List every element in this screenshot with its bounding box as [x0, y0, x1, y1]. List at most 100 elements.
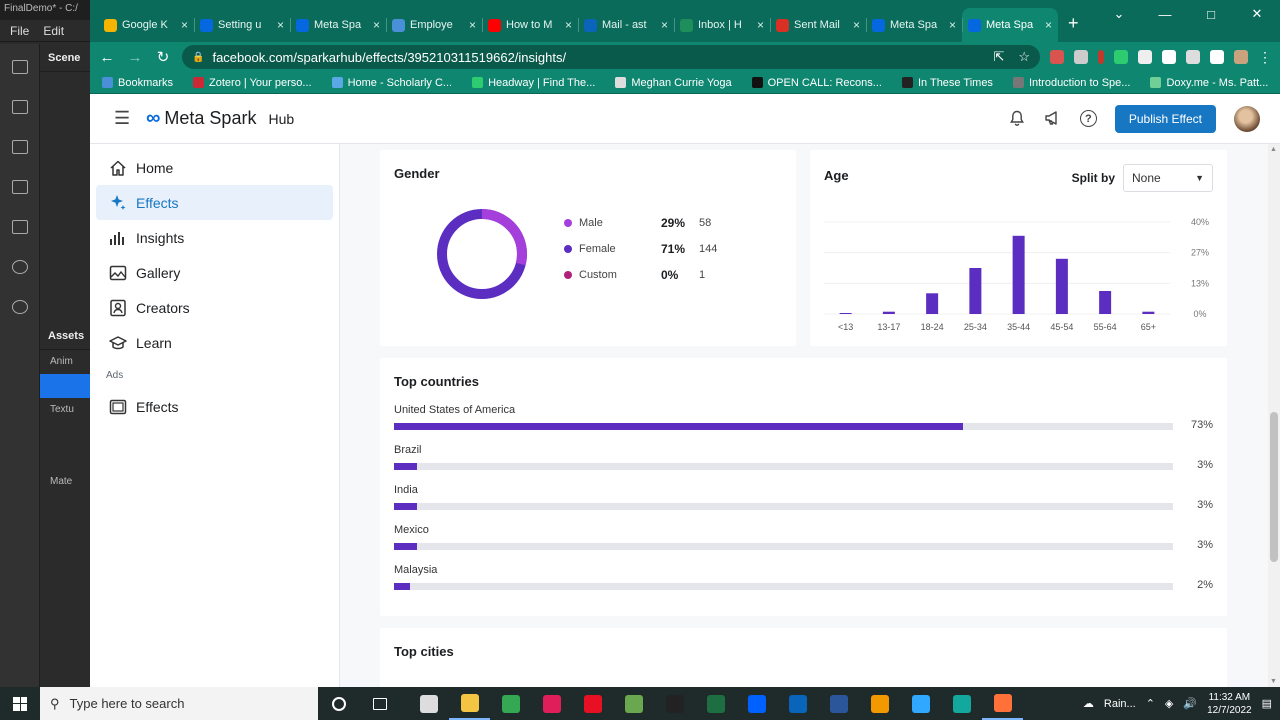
pause-icon[interactable]: [11, 140, 28, 154]
taskbar-app-icon[interactable]: [736, 687, 777, 720]
close-icon[interactable]: ✕: [1251, 6, 1263, 21]
bg-menu-edit[interactable]: Edit: [43, 24, 65, 38]
star-icon[interactable]: ☆: [1018, 49, 1030, 64]
bell-icon[interactable]: [1008, 110, 1026, 128]
lock-icon[interactable]: 🔒: [192, 51, 205, 63]
taskbar-app-icon[interactable]: [572, 687, 613, 720]
browser-tab[interactable]: Employe ×: [386, 8, 482, 42]
start-button[interactable]: [0, 696, 40, 711]
bookmark-item[interactable]: Doxy.me - Ms. Patt...: [1150, 77, 1268, 89]
bookmark-item[interactable]: Headway | Find The...: [472, 77, 595, 89]
browser-tab[interactable]: Setting u ×: [194, 8, 290, 42]
browser-tab[interactable]: How to M ×: [482, 8, 578, 42]
browser-tab[interactable]: Mail - ast ×: [578, 8, 674, 42]
browser-tab[interactable]: Google K ×: [98, 8, 194, 42]
taskbar-app-icon[interactable]: [777, 687, 818, 720]
tab-close-icon[interactable]: ×: [468, 18, 476, 32]
browser-tab[interactable]: Meta Spa ×: [962, 8, 1058, 42]
sidenav-item-effects[interactable]: Effects: [96, 185, 333, 220]
sidenav-item-insights[interactable]: Insights: [96, 220, 333, 255]
taskbar-app-icon[interactable]: [531, 687, 572, 720]
bookmark-item[interactable]: OPEN CALL: Recons...: [751, 77, 882, 89]
camera-extension-icon[interactable]: [1074, 50, 1088, 64]
sidenav-item-creators[interactable]: Creators: [96, 290, 333, 325]
sidenav-item-learn[interactable]: Learn: [96, 325, 333, 360]
play-icon[interactable]: [11, 180, 28, 194]
taskbar-app-icon[interactable]: [818, 687, 859, 720]
scroll-up-arrow-icon[interactable]: ▲: [1270, 146, 1277, 153]
url-text[interactable]: facebook.com/sparkarhub/effects/39521031…: [212, 49, 567, 65]
tab-close-icon[interactable]: ×: [276, 18, 284, 32]
sidenav-item-home[interactable]: Home: [96, 150, 333, 185]
browser-tab[interactable]: Inbox | H ×: [674, 8, 770, 42]
bookmark-item[interactable]: Bookmarks: [102, 77, 173, 89]
clock[interactable]: 11:32 AM 12/7/2022: [1207, 691, 1252, 717]
extension-icon[interactable]: [1138, 50, 1152, 64]
taskbar-app-icon[interactable]: [408, 687, 449, 720]
browser-tab[interactable]: Meta Spa ×: [290, 8, 386, 42]
browser-tab[interactable]: Sent Mail ×: [770, 8, 866, 42]
layout-icon[interactable]: [11, 60, 28, 74]
tab-close-icon[interactable]: ×: [564, 18, 572, 32]
share-icon[interactable]: ⇱: [993, 49, 1005, 64]
extension-icon[interactable]: [1098, 50, 1104, 64]
tab-close-icon[interactable]: ×: [660, 18, 668, 32]
taskbar-app-icon[interactable]: [613, 687, 654, 720]
taskbar-app-icon[interactable]: [859, 687, 900, 720]
tab-close-icon[interactable]: ×: [180, 18, 188, 32]
new-tab-plus-icon[interactable]: +: [1068, 13, 1079, 33]
bookmark-item[interactable]: Home - Scholarly C...: [331, 77, 452, 89]
extension-icon[interactable]: [1050, 50, 1064, 64]
weather-text[interactable]: Rain...: [1103, 697, 1136, 710]
kebab-menu-icon[interactable]: ⋮: [1258, 49, 1272, 65]
forward-arrow-icon[interactable]: →: [127, 48, 143, 66]
square-icon[interactable]: [11, 220, 28, 234]
page-scrollbar[interactable]: ▲ ▼: [1268, 144, 1280, 687]
split-by-select[interactable]: None ▼: [1123, 164, 1213, 192]
puzzle-icon[interactable]: [1162, 50, 1176, 64]
reload-icon[interactable]: ↻: [156, 49, 170, 66]
extension-icon[interactable]: [1114, 50, 1128, 64]
url-field[interactable]: 🔒 facebook.com/sparkarhub/effects/395210…: [182, 45, 1040, 69]
taskbar-search[interactable]: ⚲ Type here to search: [40, 687, 318, 720]
bookmark-item[interactable]: Zotero | Your perso...: [193, 77, 312, 89]
taskbar-app-icon[interactable]: [900, 687, 941, 720]
bookmark-item[interactable]: In These Times: [901, 77, 993, 89]
asset-row[interactable]: Textu: [50, 404, 74, 415]
user-avatar[interactable]: [1234, 105, 1260, 132]
asset-row[interactable]: Anim: [50, 356, 73, 367]
sidenav-item-gallery[interactable]: Gallery: [96, 255, 333, 290]
tab-close-icon[interactable]: ×: [948, 18, 956, 32]
browser-tab[interactable]: Meta Spa ×: [866, 8, 962, 42]
scroll-down-arrow-icon[interactable]: ▼: [1270, 678, 1277, 685]
sidebar-icon[interactable]: [1210, 50, 1224, 64]
maximize-icon[interactable]: □: [1207, 6, 1215, 22]
taskbar-app-icon[interactable]: [654, 687, 695, 720]
back-arrow-icon[interactable]: ←: [99, 48, 115, 66]
cortana-icon[interactable]: [318, 687, 359, 720]
megaphone-icon[interactable]: [1044, 110, 1062, 128]
scrollbar-thumb[interactable]: [1270, 412, 1278, 562]
sidenav-item-ads-effects[interactable]: Effects: [96, 389, 333, 424]
asset-row[interactable]: Mate: [50, 476, 73, 487]
bookmark-item[interactable]: Introduction to Spe...: [1012, 77, 1130, 89]
publish-effect-button[interactable]: Publish Effect: [1114, 104, 1216, 133]
hamburger-menu-icon[interactable]: ☰: [114, 108, 131, 128]
bookmark-item[interactable]: Meghan Currie Yoga: [615, 77, 732, 89]
chevron-up-icon[interactable]: ⌃: [1145, 698, 1155, 710]
tab-search-chevron-icon[interactable]: ⌄: [1113, 6, 1125, 21]
taskbar-app-icon[interactable]: [490, 687, 531, 720]
help-icon[interactable]: ?: [1079, 110, 1097, 127]
media-icon[interactable]: [1186, 50, 1200, 64]
notifications-icon[interactable]: ▤: [1261, 698, 1272, 710]
task-view-icon[interactable]: [359, 687, 400, 720]
tab-close-icon[interactable]: ×: [372, 18, 380, 32]
volume-icon[interactable]: 🔊: [1183, 698, 1198, 710]
tab-close-icon[interactable]: ×: [852, 18, 860, 32]
tab-close-icon[interactable]: ×: [756, 18, 764, 32]
asset-row-selected[interactable]: [40, 374, 90, 398]
bg-menu-file[interactable]: File: [10, 24, 30, 38]
taskbar-app-icon[interactable]: [695, 687, 736, 720]
meta-spark-logo[interactable]: ∞ Meta Spark Hub: [146, 107, 294, 130]
minimize-icon[interactable]: —: [1158, 6, 1172, 22]
